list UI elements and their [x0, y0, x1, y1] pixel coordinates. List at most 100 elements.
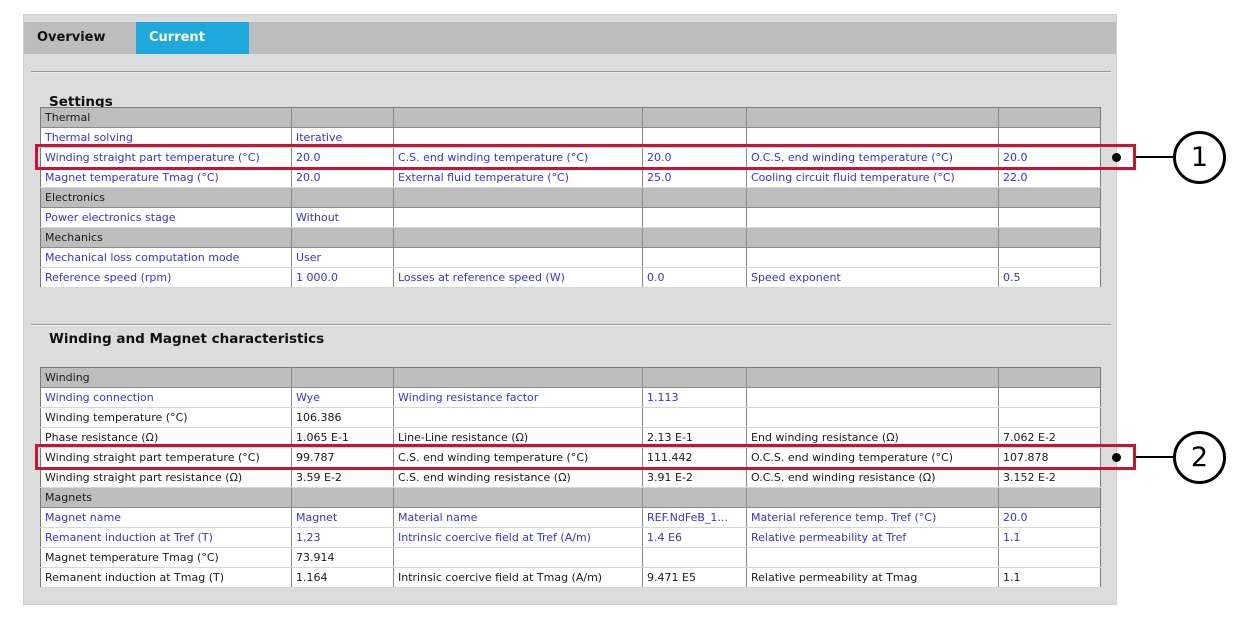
param-label-cell[interactable]: Winding connection [40, 387, 292, 408]
group-label-cell [642, 187, 747, 208]
param-label-cell: Relative permeability at Tmag [746, 567, 999, 588]
param-label-cell[interactable]: Losses at reference speed (W) [393, 267, 643, 288]
param-label-cell: C.S. end winding temperature (°C) [393, 447, 643, 468]
param-label-cell: End winding resistance (Ω) [746, 427, 999, 448]
param-label-cell[interactable]: Mechanical loss computation mode [40, 247, 292, 268]
param-label-cell[interactable]: Power electronics stage [40, 207, 292, 228]
param-value-cell[interactable]: 20.0 [642, 147, 747, 168]
param-label-cell [393, 407, 643, 428]
param-label-cell[interactable]: Magnet temperature Tmag (°C) [40, 167, 292, 188]
param-value-cell[interactable]: 1.23 [291, 527, 394, 548]
param-value-cell[interactable]: 1 000.0 [291, 267, 394, 288]
param-label-cell[interactable]: Winding resistance factor [393, 387, 643, 408]
group-label-cell [998, 107, 1101, 128]
group-label-cell [642, 107, 747, 128]
param-label-cell: O.C.S. end winding temperature (°C) [746, 447, 999, 468]
group-label-cell [642, 367, 747, 388]
param-value-cell[interactable]: User [291, 247, 394, 268]
param-label-cell [746, 127, 999, 148]
param-label-cell[interactable]: Speed exponent [746, 267, 999, 288]
param-value-cell[interactable]: 20.0 [291, 167, 394, 188]
table-row: Winding connection Wye Winding resistance … [40, 387, 1101, 408]
table-row: Winding straight part temperature (°C) 20… [40, 147, 1101, 168]
param-value-cell[interactable]: Without [291, 207, 394, 228]
param-label-cell[interactable]: Cooling circuit fluid temperature (°C) [746, 167, 999, 188]
param-label-cell[interactable]: Reference speed (rpm) [40, 267, 292, 288]
param-value-cell [642, 127, 747, 148]
param-label-cell[interactable]: Thermal solving [40, 127, 292, 148]
param-value-cell[interactable]: 22.0 [998, 167, 1101, 188]
param-value-cell[interactable]: REF.NdFeB_1... [642, 507, 747, 528]
param-value-cell [998, 207, 1101, 228]
callout-bullet-2 [1112, 453, 1121, 462]
param-value-cell[interactable]: 1.4 E6 [642, 527, 747, 548]
table-row: Magnet temperature Tmag (°C) 73.914 [40, 547, 1101, 568]
callout-circle-2: 2 [1173, 431, 1226, 484]
param-value-cell [998, 387, 1101, 408]
param-value-cell [998, 547, 1101, 568]
param-value-cell[interactable]: Magnet [291, 507, 394, 528]
table-row: Phase resistance (Ω) 1.065 E-1 Line-Line r… [40, 427, 1101, 448]
param-label-cell[interactable]: C.S. end winding temperature (°C) [393, 147, 643, 168]
param-label-cell[interactable]: O.C.S. end winding temperature (°C) [746, 147, 999, 168]
group-label-cell [998, 227, 1101, 248]
section-separator [31, 71, 1111, 73]
winding-magnet-table: Winding Winding connection Wye Winding resi… [40, 367, 1101, 588]
param-value-cell[interactable]: 20.0 [998, 507, 1101, 528]
param-value-cell[interactable]: 25.0 [642, 167, 747, 188]
table-row: Remanent induction at Tmag (T) 1.164 Intri… [40, 567, 1101, 588]
group-label-cell [746, 187, 999, 208]
param-label-cell[interactable]: Intrinsic coercive field at Tref (A/m) [393, 527, 643, 548]
param-value-cell: 73.914 [291, 547, 394, 568]
param-value-cell[interactable]: 1.113 [642, 387, 747, 408]
param-label-cell [393, 207, 643, 228]
table-group-row: Thermal [40, 107, 1101, 128]
group-label-cell [642, 487, 747, 508]
callout-line-2 [1136, 456, 1174, 458]
param-label-cell[interactable]: Material reference temp. Tref (°C) [746, 507, 999, 528]
tab-overview[interactable]: Overview [37, 30, 106, 45]
param-label-cell[interactable]: Winding straight part temperature (°C) [40, 147, 292, 168]
param-value-cell: 3.91 E-2 [642, 467, 747, 488]
param-value-cell [642, 547, 747, 568]
table-row: Winding straight part resistance (Ω) 3.59… [40, 467, 1101, 488]
param-label-cell[interactable]: Remanent induction at Tref (T) [40, 527, 292, 548]
param-value-cell [642, 207, 747, 228]
param-label-cell [393, 247, 643, 268]
param-value-cell: 99.787 [291, 447, 394, 468]
callout-bullet-1 [1112, 153, 1121, 162]
param-label-cell[interactable]: External fluid temperature (°C) [393, 167, 643, 188]
param-value-cell [642, 247, 747, 268]
table-row: Thermal solving Iterative [40, 127, 1101, 148]
callout-circle-1: 1 [1173, 131, 1226, 184]
param-value-cell[interactable]: 20.0 [291, 147, 394, 168]
group-label-cell [393, 487, 643, 508]
group-label-cell [746, 107, 999, 128]
param-value-cell[interactable]: Iterative [291, 127, 394, 148]
param-value-cell[interactable]: Wye [291, 387, 394, 408]
param-value-cell[interactable]: 0.0 [642, 267, 747, 288]
tab-current[interactable]: Current [136, 22, 249, 54]
param-value-cell[interactable]: 0.5 [998, 267, 1101, 288]
section-title-settings: Settings [49, 94, 113, 110]
group-label-cell [291, 107, 394, 128]
group-label-cell [642, 227, 747, 248]
param-label-cell: Winding straight part temperature (°C) [40, 447, 292, 468]
param-label-cell [746, 387, 999, 408]
param-label-cell [746, 247, 999, 268]
group-label-cell [393, 367, 643, 388]
table-row: Magnet temperature Tmag (°C) 20.0 External… [40, 167, 1101, 188]
tab-bar: Overview Current [24, 22, 1116, 54]
param-label-cell[interactable]: Material name [393, 507, 643, 528]
table-group-row: Electronics [40, 187, 1101, 208]
param-value-cell[interactable]: 1.1 [998, 527, 1101, 548]
param-label-cell[interactable]: Magnet name [40, 507, 292, 528]
group-label-cell [998, 187, 1101, 208]
group-label-cell: Electronics [40, 187, 292, 208]
param-value-cell[interactable]: 20.0 [998, 147, 1101, 168]
table-group-row: Mechanics [40, 227, 1101, 248]
param-label-cell[interactable]: Relative permeability at Tref [746, 527, 999, 548]
param-value-cell: 3.59 E-2 [291, 467, 394, 488]
group-label-cell [291, 367, 394, 388]
